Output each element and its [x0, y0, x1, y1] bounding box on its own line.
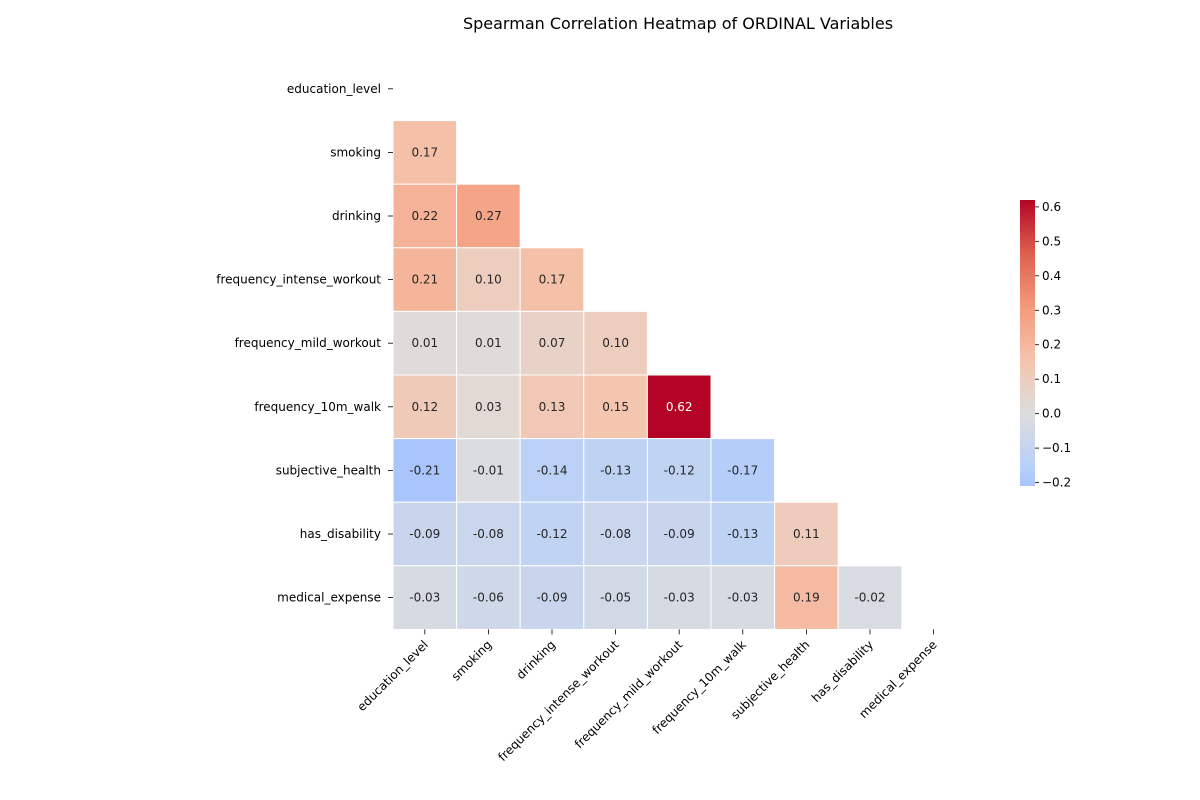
cell-value-label: 0.11	[793, 527, 820, 541]
cell-value-label: 0.10	[602, 336, 629, 350]
x-tick-label: drinking	[514, 638, 559, 683]
colorbar: −0.2 −0.1 0.0 0.1 0.2 0.3 0.4 0.5 0.6	[1020, 200, 1071, 490]
y-tick-label: medical_expense	[277, 591, 381, 605]
heatmap-cell	[392, 565, 458, 630]
heatmap-cell	[456, 310, 521, 376]
cell-value-label: 0.62	[666, 400, 693, 414]
colorbar-tick-label: 0.4	[1042, 269, 1061, 283]
cell-value-label: -0.09	[409, 527, 440, 541]
heatmap-cell	[583, 501, 648, 567]
cell-value-label: -0.03	[664, 591, 695, 605]
heatmap-cell	[456, 374, 521, 440]
cell-value-label: 0.22	[411, 209, 438, 223]
x-tick-label: frequency_intense_workout	[495, 637, 622, 764]
heatmap-cell	[837, 565, 903, 630]
heatmap-cell	[392, 183, 458, 249]
x-tick-labels: education_level smoking drinkingfrequency_…	[354, 629, 940, 764]
cell-value-label: -0.21	[409, 463, 440, 477]
cell-value-label: 0.17	[539, 273, 566, 287]
y-tick-label: frequency_10m_walk	[254, 400, 381, 414]
cell-value-label: -0.05	[600, 591, 631, 605]
heatmap-cell	[392, 501, 458, 567]
cell-value-label: 0.10	[475, 273, 502, 287]
cell-value-label: 0.13	[539, 400, 566, 414]
cell-value-label: 0.17	[411, 145, 438, 159]
heatmap-cell	[583, 438, 648, 503]
y-tick-label: smoking	[330, 145, 381, 159]
cell-value-label: -0.14	[536, 463, 567, 477]
colorbar-tick-label: 0.1	[1042, 372, 1061, 386]
heatmap-cell	[392, 247, 458, 312]
heatmap-cell	[646, 438, 712, 503]
cell-value-label: -0.09	[536, 591, 567, 605]
cell-value-label: -0.01	[473, 463, 504, 477]
colorbar-tick-label: −0.1	[1042, 441, 1071, 455]
heatmap-cell	[583, 374, 648, 440]
colorbar-tick-label: 0.0	[1042, 407, 1061, 421]
cell-value-label: 0.03	[475, 400, 502, 414]
x-tick-label: frequency_mild_workout	[572, 637, 686, 751]
colorbar-tick-label: 0.3	[1042, 303, 1061, 317]
cell-value-label: 0.01	[411, 336, 438, 350]
y-tick-label: drinking	[332, 209, 381, 223]
heatmap-cells: 0.17 0.22 0.27 0.21 0.10 0.17 0.01 0.01 0.07 0.10…	[392, 120, 903, 630]
cell-value-label: 0.21	[411, 273, 438, 287]
y-tick-label: frequency_intense_workout	[216, 273, 381, 287]
cell-value-label: 0.01	[475, 336, 502, 350]
chart-title: Spearman Correlation Heatmap of ORDINAL …	[463, 14, 893, 33]
heatmap-cell	[519, 438, 585, 503]
heatmap-cell	[710, 438, 776, 503]
y-tick-label: has_disability	[300, 527, 381, 541]
cell-value-label: -0.03	[409, 591, 440, 605]
heatmap-cell	[519, 565, 585, 630]
heatmap-cell	[774, 501, 839, 567]
colorbar-tick-label: 0.5	[1042, 234, 1061, 248]
colorbar-tick-label: 0.2	[1042, 338, 1061, 352]
cell-value-label: -0.08	[600, 527, 631, 541]
cell-value-label: -0.13	[727, 527, 758, 541]
cell-value-label: 0.27	[475, 209, 502, 223]
cell-value-label: 0.12	[411, 400, 438, 414]
y-tick-label: frequency_mild_workout	[235, 336, 382, 350]
heatmap-cell	[456, 501, 521, 567]
cell-value-label: 0.15	[602, 400, 629, 414]
cell-value-label: -0.09	[664, 527, 695, 541]
colorbar-gradient	[1020, 200, 1035, 486]
heatmap-cell	[710, 501, 776, 567]
cell-value-label: -0.08	[473, 527, 504, 541]
cell-value-label: -0.06	[473, 591, 504, 605]
x-tick-label: smoking	[449, 638, 495, 684]
cell-value-label: 0.07	[539, 336, 566, 350]
cell-value-label: -0.12	[536, 527, 567, 541]
cell-value-label: -0.17	[727, 463, 758, 477]
y-tick-label: education_level	[287, 82, 381, 96]
heatmap-cell	[456, 438, 521, 503]
y-tick-label: subjective_health	[276, 463, 381, 477]
x-tick-label: has_disability	[809, 638, 876, 705]
heatmap-cell	[583, 310, 648, 376]
cell-value-label: -0.02	[854, 591, 885, 605]
colorbar-tick-label: 0.6	[1042, 200, 1061, 214]
heatmap-cell	[456, 183, 521, 249]
cell-value-label: 0.19	[793, 591, 820, 605]
cell-value-label: -0.03	[727, 591, 758, 605]
cell-value-label: -0.12	[664, 463, 695, 477]
heatmap-cell	[774, 565, 839, 630]
heatmap-cell	[710, 565, 776, 630]
heatmap-cell	[392, 120, 458, 185]
colorbar-tick-label: −0.2	[1042, 476, 1071, 490]
cell-value-label: -0.13	[600, 463, 631, 477]
heatmap-cell	[519, 247, 585, 312]
x-tick-label: education_level	[354, 638, 430, 714]
